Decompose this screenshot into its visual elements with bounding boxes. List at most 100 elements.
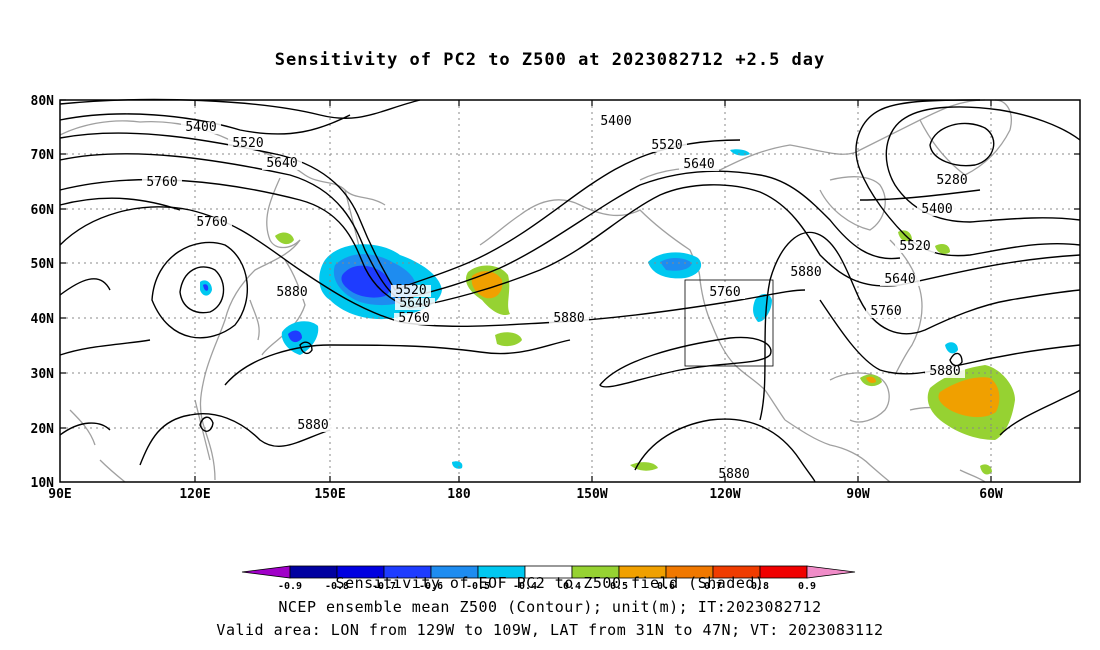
- contour-label-bg: [679, 159, 719, 171]
- contour-label: 5520: [651, 138, 682, 153]
- lat-label: 70N: [31, 148, 55, 163]
- shade-patch: [288, 330, 302, 343]
- contour-label-bg: [895, 241, 935, 253]
- colorbar-tick-label: -0.4: [513, 581, 537, 592]
- contour-label-bg: [880, 274, 920, 286]
- contour-label: 5400: [185, 120, 216, 135]
- footer-shading-caption: Sensitivity of EOF PC2 to Z500 field (Sh…: [335, 574, 765, 592]
- lon-label: 90E: [48, 487, 71, 502]
- contour-label: 5640: [266, 156, 297, 171]
- lat-label: 10N: [31, 476, 55, 491]
- lon-label: 90W: [846, 487, 870, 502]
- contour-label: 5640: [884, 272, 915, 287]
- contour-label: 5520: [899, 239, 930, 254]
- contour-label: 5880: [929, 364, 960, 379]
- shade-patch: [203, 284, 209, 291]
- contour-label-bg: [228, 138, 268, 150]
- contour-label: 5280: [936, 173, 967, 188]
- colorbar-tick-label: 0.6: [657, 581, 675, 592]
- lon-label: 60W: [979, 487, 1003, 502]
- contour-label-bg: [181, 122, 221, 134]
- contour-label: 5880: [718, 467, 749, 482]
- footer-valid-area-caption: Valid area: LON from 129W to 109W, LAT f…: [216, 621, 884, 639]
- contour-label-bg: [866, 306, 906, 318]
- lon-label: 150E: [314, 487, 345, 502]
- contour-label-bg: [549, 313, 589, 325]
- lon-label: 120W: [709, 487, 740, 502]
- contour-label-bg: [391, 285, 431, 297]
- contour-label-bg: [272, 287, 312, 299]
- shade-patch: [275, 232, 294, 245]
- contour-label-bg: [932, 175, 972, 187]
- colorbar-tick-label: 0.5: [610, 581, 628, 592]
- contour-label-bg: [917, 204, 957, 216]
- contour-label: 5880: [297, 418, 328, 433]
- contour-label-bg: [647, 140, 687, 152]
- map-title: Sensitivity of PC2 to Z500 at 2023082712…: [274, 50, 826, 70]
- contour-label: 5760: [196, 215, 227, 230]
- shade-patch: [980, 464, 992, 475]
- lat-label: 20N: [31, 422, 55, 437]
- z500-contours: [59, 98, 1081, 483]
- shade-patch: [935, 244, 950, 254]
- contour-label: 5880: [790, 265, 821, 280]
- shade-patch: [452, 461, 463, 469]
- colorbar-tick-label: 0.4: [563, 581, 581, 592]
- lon-label: 120E: [179, 487, 210, 502]
- contour-label: 5640: [683, 157, 714, 172]
- shade-patch: [866, 376, 876, 383]
- shade-patch: [945, 342, 958, 354]
- contour-label: 5520: [232, 136, 263, 151]
- contour-label: 5400: [600, 114, 631, 129]
- contour-label: 5760: [398, 311, 429, 326]
- contour-label-bg: [395, 298, 435, 310]
- shade-patch: [630, 462, 658, 471]
- shade-patch: [730, 149, 750, 156]
- colorbar-tick-label: 0.9: [798, 581, 816, 592]
- contour-label-bg: [262, 158, 302, 170]
- colorbar-tick-label: -0.8: [325, 581, 349, 592]
- shade-patch: [341, 265, 391, 298]
- colorbar-tick-label: -0.9: [278, 581, 302, 592]
- lat-label: 40N: [31, 312, 55, 327]
- lat-label: 30N: [31, 367, 55, 382]
- latitude-labels: 80N 70N 60N 50N 40N 30N 20N 10N: [31, 94, 55, 491]
- colorbar: -0.9 -0.8 -0.7 -0.6 -0.5 -0.4 0.4 0.5 0.6 0.7 0.8 0…: [241, 565, 856, 592]
- contour-label-bg: [293, 420, 333, 432]
- contour-label: 5880: [553, 311, 584, 326]
- lat-label: 80N: [31, 94, 55, 109]
- contour-label: 5760: [146, 175, 177, 190]
- colorbar-tick-label: 0.8: [751, 581, 769, 592]
- lon-label: 150W: [576, 487, 607, 502]
- footer-contour-caption: NCEP ensemble mean Z500 (Contour); unit(…: [278, 598, 822, 616]
- colorbar-tick-label: -0.5: [466, 581, 490, 592]
- valid-area-box: [684, 279, 774, 367]
- contour-label: 5760: [870, 304, 901, 319]
- colorbar-max-arrow: [806, 565, 856, 579]
- contour-label: 5880: [276, 285, 307, 300]
- lat-label: 60N: [31, 203, 55, 218]
- lon-label: 180: [447, 487, 471, 502]
- contour-label-bg: [394, 313, 434, 325]
- tick-marks: [60, 99, 1080, 482]
- shade-patch: [938, 377, 1000, 418]
- lat-label: 50N: [31, 257, 55, 272]
- contour-label: 5400: [921, 202, 952, 217]
- longitude-labels: 90E 120E 150E 180 150W 120W 90W 60W: [48, 487, 1003, 502]
- contour-label-bg: [705, 287, 745, 299]
- contour-label-bg: [192, 217, 232, 229]
- contour-label-bg: [786, 267, 826, 279]
- contour-label: 5760: [709, 285, 740, 300]
- colorbar-tick-label: 0.7: [704, 581, 722, 592]
- shade-patch: [660, 257, 692, 271]
- contour-label: 5520: [395, 283, 426, 298]
- colorbar-tick-label: -0.7: [372, 581, 396, 592]
- contour-label-bg: [925, 366, 965, 378]
- contour-label: 5640: [399, 296, 430, 311]
- contour-label-bg: [596, 116, 636, 128]
- contour-label-bg: [714, 469, 754, 481]
- shade-patch: [495, 332, 522, 347]
- colorbar-tick-label: -0.6: [419, 581, 443, 592]
